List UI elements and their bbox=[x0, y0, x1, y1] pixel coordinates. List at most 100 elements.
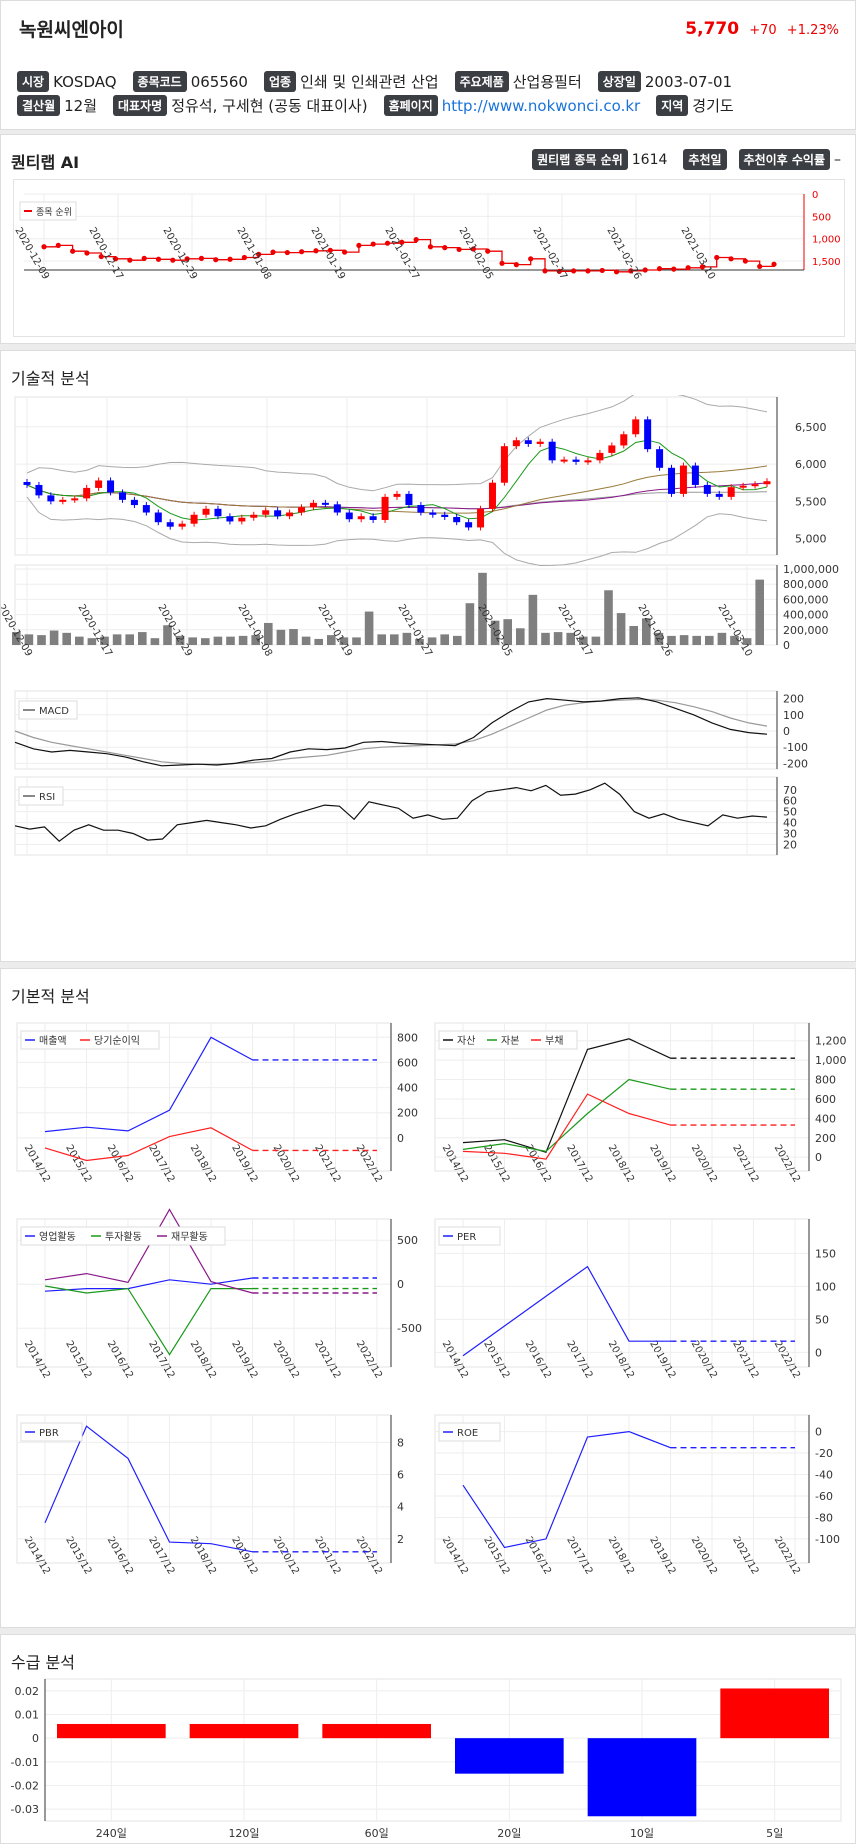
fund-ytick: -40 bbox=[815, 1469, 833, 1482]
candle-body bbox=[632, 419, 640, 435]
fund-series-line bbox=[462, 1093, 671, 1160]
rec-date-tag: 추천일 bbox=[683, 149, 727, 170]
fund-ytick: 6 bbox=[397, 1469, 404, 1482]
candle-body bbox=[226, 516, 234, 522]
volume-bar bbox=[87, 638, 97, 645]
candle-body bbox=[608, 445, 616, 453]
macd-ytick: -200 bbox=[783, 757, 808, 770]
fund-ytick: 0 bbox=[397, 1278, 404, 1291]
quant-summary: 퀀티랩 종목 순위 1614 추천일 추천이후 수익률 – bbox=[532, 149, 841, 170]
quant-ai-section: 퀀티랩 AI 퀀티랩 종목 순위 1614 추천일 추천이후 수익률 – 0 50… bbox=[0, 134, 856, 344]
macd-ytick: 200 bbox=[783, 693, 804, 706]
candle-body bbox=[345, 512, 353, 520]
volume-bar bbox=[679, 635, 689, 645]
supply-ytick: -0.01 bbox=[11, 1756, 39, 1769]
legend-box bbox=[19, 201, 77, 221]
company-name: 녹원씨엔아이 bbox=[19, 19, 124, 41]
volume-bar bbox=[742, 638, 752, 645]
candle-body bbox=[59, 499, 67, 502]
fund-series-line bbox=[462, 1430, 671, 1549]
rank-point bbox=[41, 244, 47, 250]
price-ytick: 6,000 bbox=[795, 458, 827, 471]
macd-ytick: 100 bbox=[783, 709, 804, 722]
price-ytick: 5,000 bbox=[795, 533, 827, 546]
fund-legend-label: PBR bbox=[39, 1428, 59, 1439]
rank-point bbox=[370, 241, 376, 247]
info-value: KOSDAQ bbox=[53, 72, 117, 91]
volume-bar bbox=[478, 572, 487, 645]
rank-point bbox=[685, 265, 691, 271]
fund-legend-label: 매출액 bbox=[39, 1035, 67, 1047]
candle-body bbox=[500, 446, 508, 483]
fund-ytick: 0 bbox=[397, 1132, 404, 1145]
rsi-ytick: 20 bbox=[783, 838, 797, 851]
volume-bar bbox=[490, 620, 500, 645]
supply-category: 240일 bbox=[96, 1826, 127, 1840]
candle-body bbox=[727, 487, 735, 497]
volume-bar bbox=[201, 638, 210, 645]
volume-bar bbox=[755, 579, 764, 645]
candle-body bbox=[166, 522, 174, 527]
fund-legend-label: 부채 bbox=[545, 1035, 563, 1047]
volume-bar bbox=[75, 636, 84, 645]
supply-bar bbox=[455, 1738, 564, 1774]
candle-body bbox=[142, 505, 150, 513]
rsi-ytick: 50 bbox=[783, 806, 797, 819]
date-label: 2021-01-27 bbox=[382, 226, 421, 282]
candle-body bbox=[739, 485, 747, 488]
rank-point bbox=[585, 268, 591, 274]
rank-point bbox=[141, 255, 147, 261]
supply-ytick: 0 bbox=[32, 1732, 39, 1745]
fund-legend-label: 재무활동 bbox=[171, 1230, 208, 1243]
fund-legend-box bbox=[438, 1422, 501, 1442]
volume-bar bbox=[642, 618, 651, 645]
candle-body bbox=[381, 496, 389, 520]
info-tag: 대표자명 bbox=[113, 95, 168, 116]
candle-body bbox=[560, 459, 568, 462]
fund-ytick: 400 bbox=[815, 1112, 836, 1125]
candle-body bbox=[286, 512, 294, 517]
fund-ytick: 1,000 bbox=[815, 1054, 847, 1067]
fund-ytick: -60 bbox=[815, 1490, 833, 1503]
rank-point bbox=[613, 269, 620, 275]
fund-ytick: -80 bbox=[815, 1511, 833, 1524]
volume-bar bbox=[705, 635, 714, 645]
bollinger-upper bbox=[26, 395, 768, 492]
candle-body bbox=[620, 434, 628, 446]
volume-bar bbox=[37, 635, 46, 645]
candle-body bbox=[441, 514, 449, 517]
rank-point bbox=[571, 268, 577, 274]
fund-ytick: 50 bbox=[815, 1313, 829, 1326]
candle-body bbox=[584, 460, 592, 463]
volume-ytick: 200,000 bbox=[783, 624, 829, 637]
chart-panel bbox=[14, 776, 778, 856]
volume-bar bbox=[112, 634, 122, 645]
rank-point bbox=[299, 249, 305, 255]
fund-ytick: -20 bbox=[815, 1447, 833, 1460]
volume-bar bbox=[352, 637, 361, 645]
volume-bar bbox=[138, 632, 147, 645]
volume-bar bbox=[364, 611, 374, 645]
rank-point bbox=[699, 264, 706, 270]
candle-body bbox=[536, 441, 544, 444]
candle-body bbox=[417, 505, 425, 513]
candle-body bbox=[572, 459, 580, 462]
volume-bar bbox=[579, 636, 588, 645]
fund-legend-label: ROE bbox=[457, 1428, 478, 1439]
date-label: 2020-12-29 bbox=[160, 226, 199, 282]
fund-ytick: 0 bbox=[815, 1151, 822, 1164]
rec-return-tag: 추천이후 수익률 bbox=[738, 149, 830, 170]
volume-bar bbox=[62, 632, 71, 645]
candle-body bbox=[644, 419, 652, 450]
info-tag: 홈페이지 bbox=[383, 95, 438, 116]
macd-signal-line bbox=[14, 698, 768, 765]
candle-body bbox=[429, 512, 437, 515]
supply-bar bbox=[587, 1738, 697, 1817]
stock-header: 녹원씨엔아이 5,770 +70 +1.23% 시장 KOSDAQ 종목코드 0655… bbox=[0, 0, 856, 130]
candle-body bbox=[357, 516, 365, 520]
rsi-ytick: 30 bbox=[783, 828, 797, 841]
fund-series-line bbox=[44, 1208, 253, 1294]
rank-point bbox=[270, 249, 276, 255]
homepage-link[interactable]: http://www.nokwonci.co.kr bbox=[441, 96, 641, 115]
volume-bar bbox=[276, 629, 286, 645]
